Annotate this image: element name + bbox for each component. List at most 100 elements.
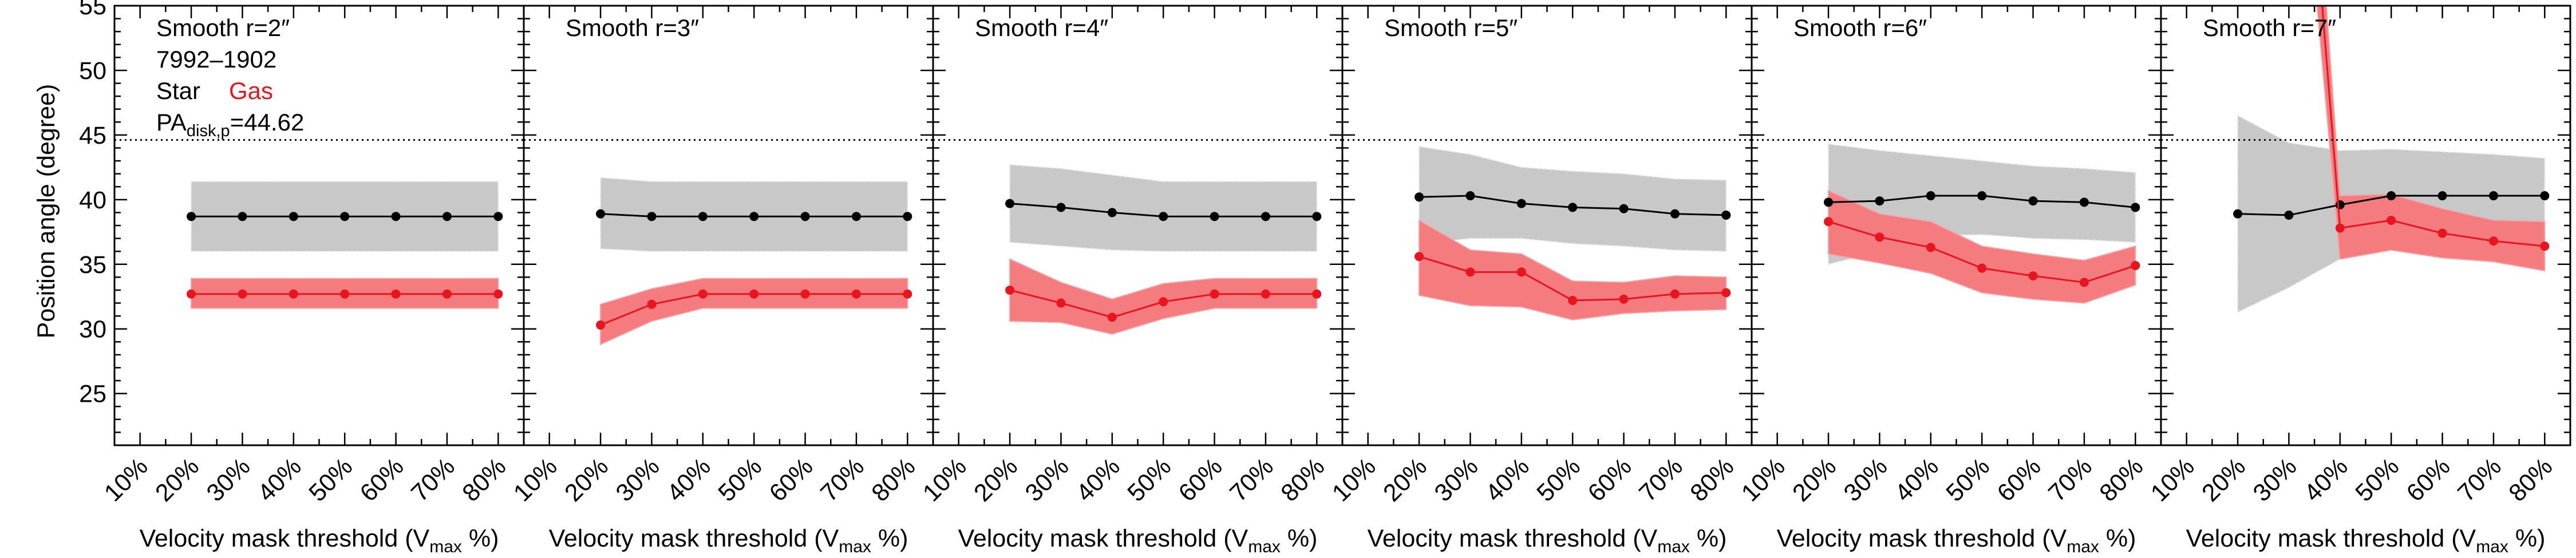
star-data-point [1516,199,1526,208]
panel-title: Smooth r=5″ [1384,14,1518,41]
gas-data-point [596,320,606,330]
gas-data-point [2387,215,2396,225]
star-data-point [2335,200,2345,209]
gas-data-point [1056,298,1066,308]
gas-data-point [442,289,452,299]
y-tick-label: 50 [79,57,106,85]
panel-plot-area [1005,164,1322,335]
star-data-point [749,212,759,221]
x-tick-label: 30% [1839,453,1893,507]
x-axis-label-sub: max [2067,537,2099,556]
x-tick-label: 20% [2196,453,2251,507]
star-data-point [1926,191,1935,201]
x-tick-label: 70% [2452,453,2507,507]
x-tick-label: 30% [1429,453,1484,507]
panel-1: 25 30 35 40 45 50 55 10%20%30%40%50%60%70%80% Sm… [79,0,525,556]
gas-data-point [1261,289,1270,299]
gas-series-line [2321,6,2545,247]
x-tick-label: 40% [252,453,307,507]
x-tick-label: 50% [2350,453,2404,507]
x-tick-label: 20% [969,453,1023,507]
x-tick-label: 60% [1174,453,1228,507]
gas-data-point [903,289,912,299]
x-axis-label: Velocity mask threshold (Vmax %) [2186,525,2546,556]
legend-object-id: 7992–1902 [156,46,276,73]
y-tick-label: 55 [79,0,106,20]
gas-data-point [698,289,708,299]
gas-uncertainty-band [1828,189,2136,304]
gas-data-point [1516,267,1526,277]
gas-data-point [1977,263,1987,273]
x-tick-label: 30% [2248,453,2302,507]
gas-data-point [289,289,298,299]
star-data-point [1619,204,1629,213]
gas-data-point [1107,312,1117,322]
star-data-point [2028,196,2038,206]
x-tick-label: 40% [2299,453,2353,507]
star-data-point [2488,191,2498,201]
star-data-point [2387,191,2396,201]
x-axis-label-sub: max [1248,537,1281,556]
x-tick-label: 10% [508,453,563,507]
panel-plot-area [596,177,912,346]
gas-data-point [1415,252,1424,262]
y-tick-label: 30 [79,316,106,343]
x-axis-label: Velocity mask threshold (Vmax %) [1368,525,1727,556]
x-tick-label: 80% [1276,453,1330,507]
star-uncertainty-band [1419,146,1727,252]
x-tick-label: 60% [1992,453,2046,507]
x-tick-label: 60% [355,453,409,507]
star-uncertainty-band [1009,164,1318,252]
x-tick-label: 10% [1736,453,1791,507]
x-tick-label: 50% [1122,453,1176,507]
x-tick-label: 20% [1787,453,1842,507]
gas-data-point [238,289,247,299]
legend-star-label: Star [156,77,200,104]
x-axis-label-tail: %) [1281,525,1318,552]
gas-data-point [1568,296,1578,306]
gas-data-point [1465,267,1475,277]
panel-5: 10%20%30%40%50%60%70%80% Smooth r=6″ Veloc… [1736,5,2162,556]
star-data-point [493,212,503,221]
star-data-point [2131,203,2140,212]
star-data-point [289,212,298,221]
x-axis-label: Velocity mask threshold (Vmax %) [1777,525,2136,556]
star-data-point [2079,197,2089,207]
x-tick-label: 70% [2043,453,2097,507]
gas-data-point [1926,243,1935,252]
star-data-point [1824,197,1834,207]
x-axis-label-tail: %) [462,525,499,552]
gas-data-point [2079,278,2089,287]
x-axis-label-tail: %) [2508,525,2546,552]
panel-3: 10%20%30%40%50%60%70%80% Smooth r=4″ Veloc… [918,5,1344,556]
star-data-point [238,212,247,221]
x-tick-label: 70% [1224,453,1279,507]
star-data-point [800,212,810,221]
star-data-point [1159,212,1168,221]
gas-data-point [2335,223,2345,233]
x-tick-label: 20% [1378,453,1432,507]
gas-data-point [340,289,350,299]
star-data-point [1210,212,1219,221]
gas-data-point [1210,289,1219,299]
x-tick-label: 10% [99,453,153,507]
star-data-point [698,212,708,221]
x-tick-label: 30% [611,453,665,507]
gas-data-point [1721,288,1731,298]
x-axis-label-sub: max [1657,537,1690,556]
star-data-point [340,212,350,221]
x-tick-label: 70% [815,453,870,507]
star-data-point [1312,212,1322,221]
gas-data-point [2540,242,2550,251]
star-data-point [1465,191,1475,201]
x-axis-label: Velocity mask threshold (Vmax %) [549,525,908,556]
star-data-point [187,212,196,221]
star-data-point [1670,209,1680,219]
x-tick-label: 80% [1685,453,1740,507]
gas-uncertainty-band [1419,219,1727,320]
star-data-point [596,209,606,219]
star-data-point [1107,208,1117,217]
legend-pa-value: =44.62 [230,109,305,136]
x-tick-label: 40% [1890,453,1944,507]
x-axis-label-tail: %) [2099,525,2136,552]
